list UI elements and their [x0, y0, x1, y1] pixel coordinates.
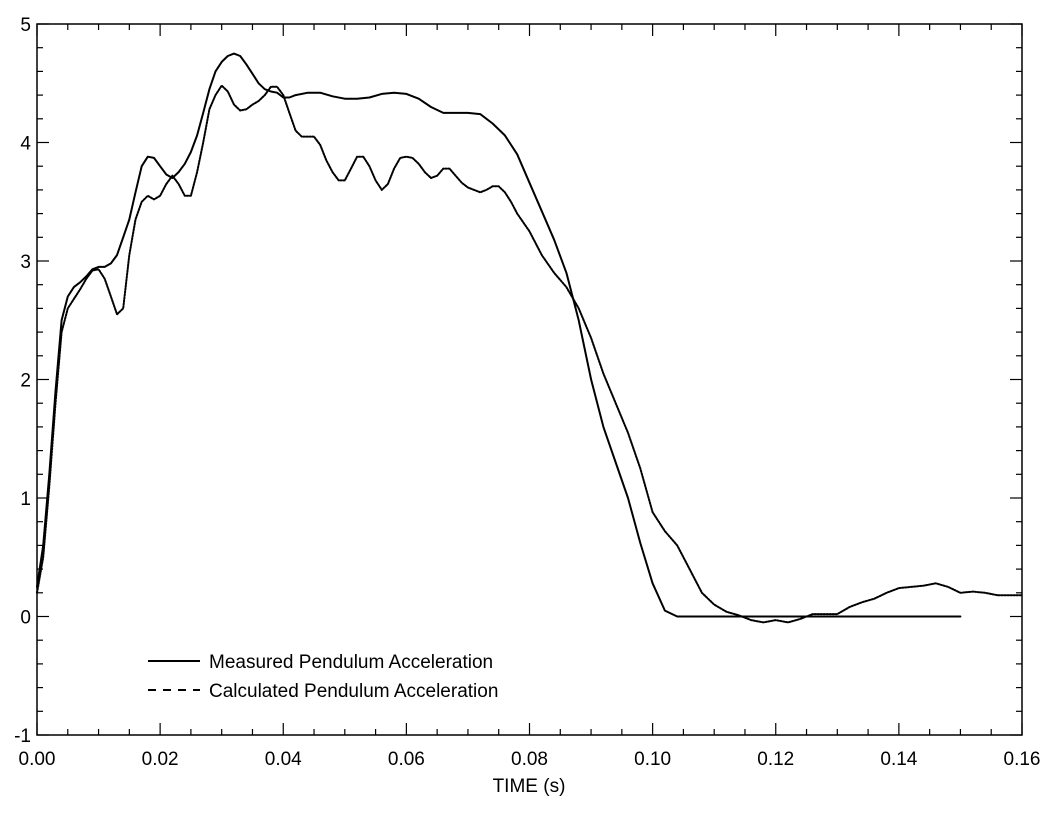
plot-frame	[36, 23, 1023, 736]
x-tick-label: 0.02	[142, 749, 179, 770]
y-tick-label: 0	[20, 608, 31, 629]
legend-label-measured: Measured Pendulum Acceleration	[209, 652, 493, 673]
legend-label-calculated: Calculated Pendulum Acceleration	[209, 681, 498, 702]
y-tick-label: 2	[20, 371, 31, 392]
ticks-layer: 0.00 0.02 0.04 0.06 0.08 0.10 0.12 0.14 0.16 -1 0 1…	[14, 15, 1040, 770]
x-tick-label: 0.10	[634, 749, 671, 770]
x-tick-label: 0.06	[388, 749, 425, 770]
y-tick-label: 3	[20, 252, 31, 273]
legend: Measured Pendulum Acceleration Calculate…	[148, 652, 498, 702]
x-tick-label: 0.14	[880, 749, 917, 770]
y-tick-label: 5	[20, 15, 31, 36]
series-layer	[36, 52, 1023, 624]
x-tick-label: 0.04	[265, 749, 302, 770]
series-line-calculated	[36, 84, 1023, 624]
series-line-measured	[36, 52, 962, 618]
x-tick-label: 0.08	[511, 749, 548, 770]
x-tick-label: 0.00	[19, 749, 56, 770]
x-tick-label: 0.12	[757, 749, 794, 770]
y-tick-label: 1	[20, 489, 31, 510]
y-tick-label: 4	[20, 134, 31, 155]
x-axis-title: TIME (s)	[493, 776, 566, 797]
x-tick-label: 0.16	[1004, 749, 1041, 770]
y-tick-label: -1	[14, 726, 31, 747]
